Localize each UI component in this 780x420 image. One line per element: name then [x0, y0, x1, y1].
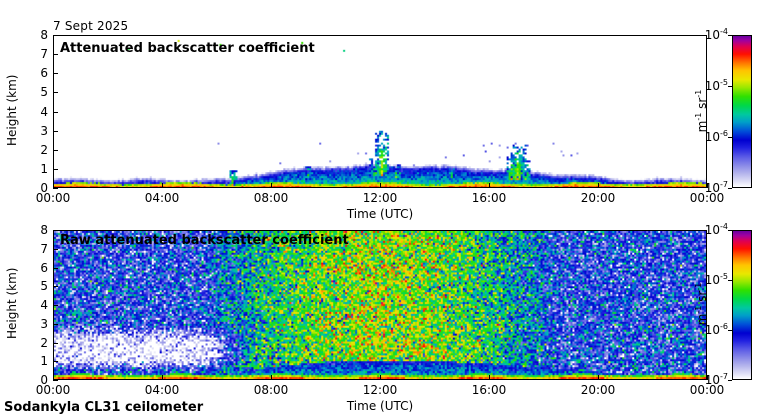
x-tick-label: 12:00	[362, 191, 398, 205]
date-label: 7 Sept 2025	[53, 19, 129, 33]
y-tick-label: 0	[40, 373, 48, 387]
y-tick-label: 3	[40, 123, 48, 138]
x-tick-mark	[598, 183, 599, 188]
x-tick-label: 00:00	[689, 191, 725, 205]
colorbar-tick-label: 10-4	[704, 27, 728, 43]
x-tick-mark	[380, 183, 381, 188]
x-tick-mark	[162, 183, 163, 188]
colorbar-tick-mark	[728, 35, 732, 36]
plot-panel-attenuated-backscatter	[53, 35, 707, 188]
colorbar-tick-label: 10-4	[704, 222, 728, 238]
colorbar-tick-mark	[728, 230, 732, 231]
x-tick-mark	[489, 375, 490, 380]
y-axis-title: Height (km)	[5, 74, 19, 146]
x-tick-label: 20:00	[580, 191, 616, 205]
y-tick-mark	[53, 169, 58, 170]
colorbar-tick-label: 10-6	[704, 129, 728, 145]
x-tick-mark	[707, 183, 708, 188]
y-tick-mark	[53, 268, 58, 269]
x-tick-mark	[53, 375, 54, 380]
heatmap-canvas-attenuated	[54, 36, 706, 187]
x-tick-mark	[598, 375, 599, 380]
heatmap-canvas-raw	[54, 231, 706, 379]
figure-footer-caption: Sodankyla CL31 ceilometer	[4, 400, 204, 415]
y-tick-label: 2	[40, 335, 48, 350]
x-tick-label: 00:00	[35, 383, 71, 397]
y-tick-label: 7	[40, 47, 48, 62]
y-tick-mark	[53, 131, 58, 132]
colorbar-tick-mark	[728, 86, 732, 87]
y-tick-mark	[53, 249, 58, 250]
colorbar-tick-mark	[728, 137, 732, 138]
x-tick-label: 00:00	[689, 383, 725, 397]
x-tick-label: 16:00	[471, 383, 507, 397]
y-tick-mark	[53, 305, 58, 306]
y-tick-mark	[53, 343, 58, 344]
x-tick-mark	[271, 183, 272, 188]
x-tick-mark	[707, 375, 708, 380]
colorbar-tick-mark	[728, 188, 732, 189]
y-tick-label: 7	[40, 241, 48, 256]
y-tick-label: 6	[40, 66, 48, 81]
y-tick-label: 6	[40, 260, 48, 275]
y-tick-label: 5	[40, 279, 48, 294]
x-tick-label: 08:00	[253, 383, 289, 397]
x-tick-label: 20:00	[580, 383, 616, 397]
y-tick-mark	[53, 380, 58, 381]
y-tick-mark	[53, 54, 58, 55]
colorbar-tick-label: 10-5	[704, 272, 728, 288]
colorbar-unit-label: m-1 sr-1	[694, 89, 709, 132]
x-tick-mark	[489, 183, 490, 188]
x-tick-label: 04:00	[144, 383, 180, 397]
x-axis-title: Time (UTC)	[346, 399, 414, 413]
colorbar-tick-label: 10-7	[704, 180, 728, 196]
x-tick-mark	[380, 375, 381, 380]
x-tick-label: 00:00	[35, 191, 71, 205]
y-tick-label: 2	[40, 142, 48, 157]
colorbar-tick-mark	[728, 330, 732, 331]
y-tick-label: 5	[40, 85, 48, 100]
plot-panel-raw-attenuated-backscatter	[53, 230, 707, 380]
x-tick-label: 16:00	[471, 191, 507, 205]
colorbar-bottom	[732, 230, 752, 380]
y-tick-mark	[53, 150, 58, 151]
colorbar-tick-mark	[728, 280, 732, 281]
x-tick-label: 04:00	[144, 191, 180, 205]
y-tick-mark	[53, 35, 58, 36]
colorbar-tick-label: 10-6	[704, 322, 728, 338]
y-tick-label: 4	[40, 104, 48, 119]
y-tick-mark	[53, 188, 58, 189]
y-tick-mark	[53, 324, 58, 325]
colorbar-tick-label: 10-7	[704, 372, 728, 388]
y-tick-label: 3	[40, 316, 48, 331]
y-axis-title: Height (km)	[5, 267, 19, 339]
y-tick-label: 8	[40, 223, 48, 237]
y-tick-mark	[53, 112, 58, 113]
y-tick-label: 1	[40, 161, 48, 176]
x-tick-label: 08:00	[253, 191, 289, 205]
y-tick-label: 0	[40, 181, 48, 195]
x-tick-label: 12:00	[362, 383, 398, 397]
y-tick-label: 1	[40, 354, 48, 369]
x-axis-title: Time (UTC)	[346, 207, 414, 221]
x-tick-mark	[53, 183, 54, 188]
colorbar-tick-mark	[728, 380, 732, 381]
y-tick-mark	[53, 230, 58, 231]
x-tick-mark	[271, 375, 272, 380]
y-tick-mark	[53, 361, 58, 362]
y-tick-label: 4	[40, 298, 48, 312]
y-tick-mark	[53, 286, 58, 287]
x-tick-mark	[162, 375, 163, 380]
colorbar-unit-label: m-1 sr-1	[694, 282, 709, 326]
colorbar-tick-label: 10-5	[704, 78, 728, 94]
colorbar-top	[732, 35, 752, 188]
y-tick-label: 8	[40, 28, 48, 42]
y-tick-mark	[53, 73, 58, 74]
y-tick-mark	[53, 92, 58, 93]
